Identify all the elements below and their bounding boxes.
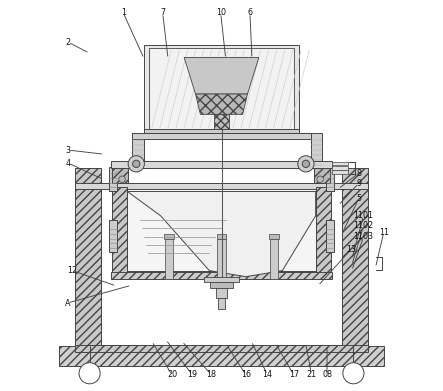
Polygon shape <box>314 168 330 183</box>
Bar <box>216 288 227 298</box>
Circle shape <box>298 156 314 172</box>
Text: 8: 8 <box>356 169 361 178</box>
Text: 16: 16 <box>241 370 251 379</box>
Bar <box>316 187 331 277</box>
Bar <box>149 48 294 129</box>
Bar <box>210 282 233 288</box>
Bar <box>332 170 348 174</box>
Text: 08: 08 <box>322 370 332 379</box>
Bar <box>112 187 127 277</box>
Bar <box>132 133 144 168</box>
Bar <box>59 346 384 366</box>
Text: 12: 12 <box>67 266 77 275</box>
Text: 17: 17 <box>289 370 299 379</box>
Bar <box>218 239 225 279</box>
Text: 1101: 1101 <box>354 211 373 220</box>
Bar <box>144 129 299 133</box>
Bar <box>127 192 316 271</box>
Polygon shape <box>184 57 259 94</box>
Bar <box>132 133 311 140</box>
Circle shape <box>302 160 310 167</box>
Bar <box>326 167 334 192</box>
Text: 13: 13 <box>346 245 356 254</box>
Text: 19: 19 <box>187 370 197 379</box>
Bar <box>204 277 239 282</box>
Text: 10: 10 <box>216 8 225 17</box>
Text: 11: 11 <box>379 228 389 237</box>
Text: 2: 2 <box>66 38 70 47</box>
Text: 3: 3 <box>66 145 70 154</box>
Text: 20: 20 <box>167 370 177 379</box>
Polygon shape <box>112 168 128 183</box>
Circle shape <box>132 160 140 167</box>
Bar <box>111 272 332 279</box>
Bar <box>164 235 174 239</box>
Bar <box>75 345 368 352</box>
Circle shape <box>128 156 144 172</box>
Text: 21: 21 <box>307 370 317 379</box>
Bar <box>326 220 334 252</box>
Text: 18: 18 <box>206 370 216 379</box>
Bar <box>332 162 348 165</box>
Bar <box>342 168 368 346</box>
Bar <box>214 114 229 129</box>
Circle shape <box>343 363 364 384</box>
Polygon shape <box>127 192 316 277</box>
Bar <box>218 298 225 309</box>
Bar <box>109 220 117 252</box>
Circle shape <box>119 176 125 183</box>
Text: 1102: 1102 <box>354 221 373 230</box>
Text: 9: 9 <box>356 179 361 188</box>
Bar <box>270 239 278 279</box>
Bar <box>75 168 101 346</box>
Text: 7: 7 <box>160 8 165 17</box>
Text: 6: 6 <box>247 8 253 17</box>
Text: 1: 1 <box>121 8 126 17</box>
Bar <box>75 183 368 189</box>
Bar <box>217 235 226 239</box>
Text: 4: 4 <box>66 158 70 167</box>
Bar <box>165 239 173 279</box>
Bar <box>332 166 348 170</box>
Bar <box>144 45 299 135</box>
Bar <box>111 161 332 168</box>
Text: 14: 14 <box>262 370 272 379</box>
Polygon shape <box>195 94 248 114</box>
Circle shape <box>317 176 323 183</box>
Bar <box>109 167 117 192</box>
Circle shape <box>79 363 100 384</box>
Text: A: A <box>65 299 70 308</box>
Text: 1103: 1103 <box>354 232 373 241</box>
Bar <box>311 133 322 168</box>
Bar <box>269 235 279 239</box>
Text: 5: 5 <box>356 194 361 203</box>
